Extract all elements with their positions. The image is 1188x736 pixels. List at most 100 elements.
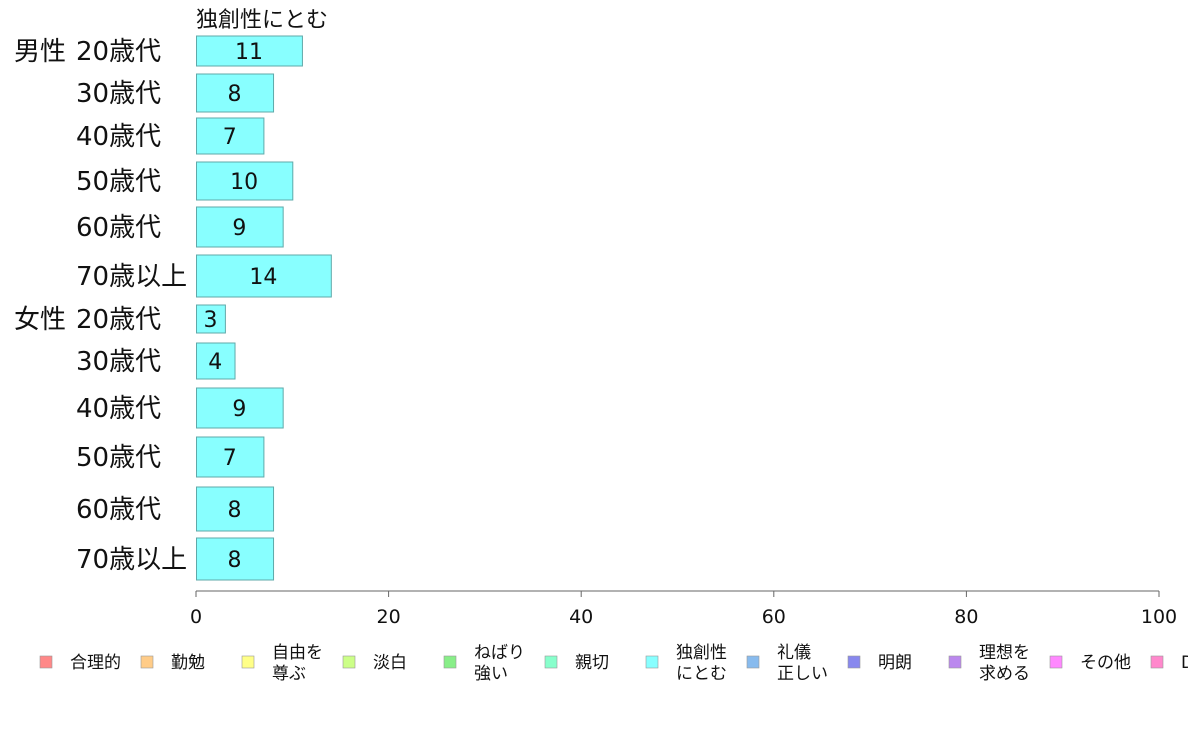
bar: [196, 35, 303, 67]
data-label: 9: [232, 216, 246, 241]
x-tick-label: 80: [954, 606, 978, 628]
bar: [196, 387, 284, 429]
legend-item: 合理的: [39, 653, 121, 673]
bar-row: 70歳以上 14: [76, 254, 332, 298]
bar-row: 40歳代 9: [76, 387, 284, 429]
x-axis: 0 20 40 60 80 100: [190, 590, 1177, 628]
bar-row: 40歳代 7: [76, 117, 265, 155]
legend-label: 尊ぶ: [272, 664, 306, 684]
data-label: 10: [230, 170, 258, 195]
category-label: 70歳以上: [76, 545, 187, 575]
category-label: 30歳代: [76, 347, 161, 377]
legend-label: 強い: [474, 664, 508, 684]
legend-label: 淡白: [373, 653, 407, 673]
data-label: 4: [208, 350, 222, 375]
category-label: 50歳代: [76, 167, 161, 197]
legend-item: 親切: [544, 653, 609, 673]
legend-swatch: [342, 655, 356, 669]
data-label: 3: [203, 308, 217, 333]
category-label: 60歳代: [76, 213, 161, 243]
legend-label: 独創性: [676, 643, 727, 663]
bar: [196, 436, 265, 478]
legend-swatch: [1049, 655, 1063, 669]
category-label: 40歳代: [76, 122, 161, 152]
bar: [196, 342, 236, 380]
data-label: 14: [249, 265, 277, 290]
legend-label: 礼儀: [777, 643, 811, 663]
legend-item: 勤勉: [140, 653, 205, 673]
legend-label: 合理的: [70, 653, 121, 673]
data-label: 9: [232, 397, 246, 422]
x-tick-label: 60: [762, 606, 786, 628]
bar: [196, 161, 294, 201]
x-tick-label: 100: [1141, 606, 1177, 628]
series-title: 独創性にとむ: [196, 8, 328, 33]
legend-item: 独創性にとむ: [645, 643, 727, 684]
data-label: 7: [223, 125, 237, 150]
legend-label: 明朗: [878, 653, 912, 673]
bar-row: 女性 20歳代 3: [14, 304, 226, 335]
bar: [196, 206, 284, 248]
x-tick-label: 40: [569, 606, 593, 628]
data-label: 8: [228, 82, 242, 107]
bar: [196, 486, 275, 532]
bar-row: 50歳代 10: [76, 161, 294, 201]
legend-label: 求める: [979, 664, 1030, 684]
legend-label: にとむ: [676, 664, 727, 684]
bar: [196, 73, 275, 113]
category-label: 30歳代: [76, 79, 161, 109]
legend-item: D: [1150, 653, 1188, 673]
legend-label: その他: [1080, 653, 1131, 673]
category-label: 40歳代: [76, 394, 161, 424]
bar-row: 30歳代 4: [76, 342, 236, 380]
legend-swatch: [39, 655, 53, 669]
legend-label: 勤勉: [171, 653, 205, 673]
legend-swatch: [140, 655, 154, 669]
category-label: 60歳代: [76, 495, 161, 525]
bar-row: 30歳代 8: [76, 73, 275, 113]
category-label: 70歳以上: [76, 262, 187, 292]
legend-swatch: [948, 655, 962, 669]
category-label: 50歳代: [76, 443, 161, 473]
data-label: 8: [228, 498, 242, 523]
legend-swatch: [1150, 655, 1164, 669]
legend-label: 正しい: [777, 664, 828, 684]
legend-swatch: [746, 655, 760, 669]
bar: [196, 117, 265, 155]
legend-label: D: [1181, 653, 1188, 673]
chart-rows: 男性 20歳代 11 30歳代 8 40歳代 7 50歳代 10 60歳代 9 70歳以上 14 女性 20…: [14, 35, 332, 581]
legend-item: 明朗: [847, 653, 912, 673]
legend-swatch: [443, 655, 457, 669]
bar-row: 60歳代 9: [76, 206, 284, 248]
bar-row: 70歳以上 8: [76, 537, 275, 581]
bar: [196, 254, 332, 298]
x-tick-label: 0: [190, 606, 202, 628]
legend-item: その他: [1049, 653, 1131, 673]
legend-label: 自由を: [272, 643, 323, 663]
legend-swatch: [645, 655, 659, 669]
bar: [196, 537, 275, 581]
data-label: 7: [223, 446, 237, 471]
legend-swatch: [847, 655, 861, 669]
group-label: 女性: [14, 305, 66, 335]
data-label: 11: [235, 40, 263, 65]
legend-label: 親切: [575, 653, 609, 673]
x-tick-label: 20: [377, 606, 401, 628]
data-label: 8: [228, 548, 242, 573]
bar-row: 50歳代 7: [76, 436, 265, 478]
category-label: 20歳代: [76, 37, 161, 67]
legend-swatch: [241, 655, 255, 669]
category-label: 20歳代: [76, 305, 161, 335]
group-label: 男性: [14, 37, 66, 67]
bar-row: 男性 20歳代 11: [14, 35, 303, 67]
legend-item: 淡白: [342, 653, 407, 673]
legend-swatch: [544, 655, 558, 669]
legend-label: ねばり: [474, 643, 525, 663]
legend-label: 理想を: [979, 643, 1030, 663]
bar-row: 60歳代 8: [76, 486, 275, 532]
